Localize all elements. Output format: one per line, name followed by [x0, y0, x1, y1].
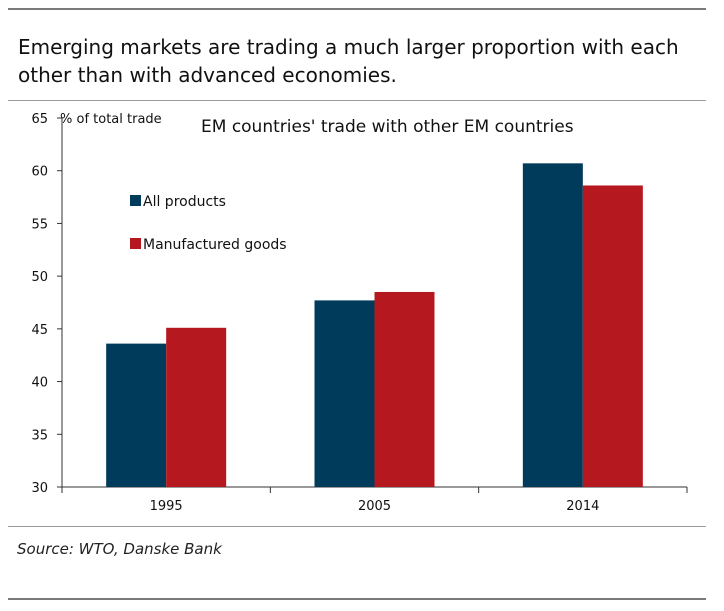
legend-swatch [130, 238, 141, 249]
bar-chart: 30 35 40 45 50 55 60 65 1995 2005 2014 All produc… [31, 112, 688, 514]
y-tick-label: 65 [31, 112, 48, 127]
x-tick-label: 2005 [358, 499, 391, 514]
y-tick-label: 50 [31, 270, 48, 285]
legend-label: All products [143, 194, 226, 210]
y-axis-unit-label: % of total trade [60, 112, 162, 127]
bar-manufactured-goods [582, 185, 643, 487]
legend: All products Manufactured goods [130, 194, 287, 253]
chart-area: 30 35 40 45 50 55 60 65 1995 2005 2014 All produc… [8, 100, 706, 526]
y-tick-label: 45 [31, 323, 48, 338]
y-tick-label: 30 [31, 481, 48, 496]
chart-bottom-divider [8, 526, 706, 527]
y-tick-label: 55 [31, 217, 48, 232]
y-tick-label: 60 [31, 165, 48, 180]
y-axis: 30 35 40 45 50 55 60 65 [31, 112, 63, 496]
bar-all-products [522, 163, 583, 487]
bar-all-products [314, 300, 375, 487]
legend-label: Manufactured goods [143, 237, 287, 253]
headline: Emerging markets are trading a much larg… [18, 35, 679, 87]
top-rule [8, 8, 706, 10]
source-note: Source: WTO, Danske Bank [17, 540, 222, 558]
bar-manufactured-goods [166, 327, 227, 487]
chart-top-divider [8, 100, 706, 101]
bar-manufactured-goods [374, 291, 435, 487]
bar-all-products [106, 343, 167, 487]
y-tick-label: 35 [31, 428, 48, 443]
x-tick-label: 2014 [566, 499, 599, 514]
bars [106, 163, 643, 487]
x-axis: 1995 2005 2014 [61, 486, 688, 514]
x-tick-label: 1995 [150, 499, 183, 514]
legend-swatch [130, 195, 141, 206]
y-tick-label: 40 [31, 376, 48, 391]
bottom-rule [8, 598, 706, 600]
chart-title: EM countries' trade with other EM countr… [201, 117, 574, 137]
